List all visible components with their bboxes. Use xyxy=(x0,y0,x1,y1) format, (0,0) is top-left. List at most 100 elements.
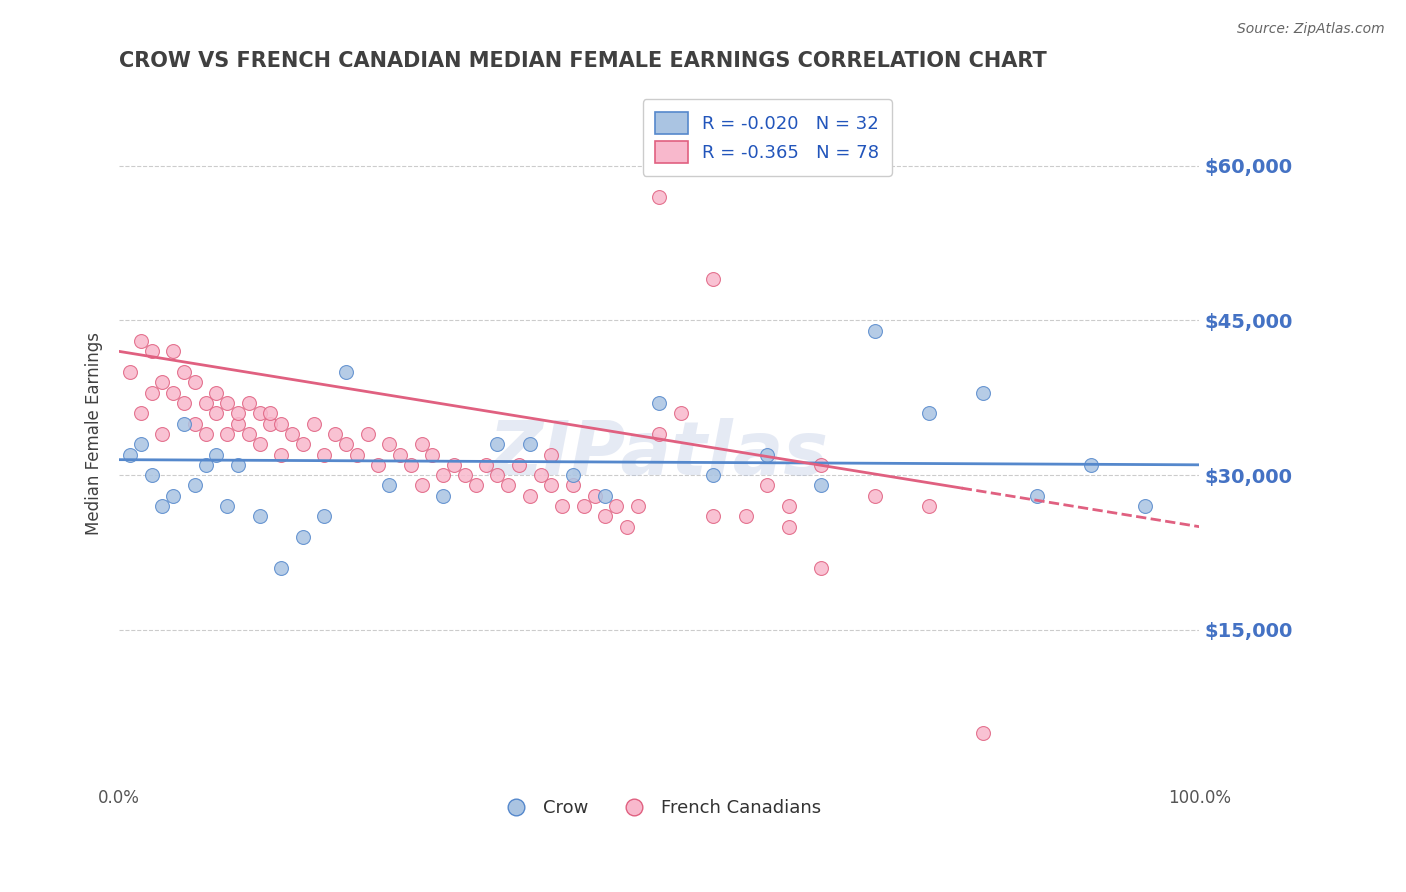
Point xyxy=(291,530,314,544)
Point xyxy=(226,406,249,420)
Point xyxy=(378,437,401,451)
Legend: Crow, French Canadians: Crow, French Canadians xyxy=(491,792,828,824)
Text: CROW VS FRENCH CANADIAN MEDIAN FEMALE EARNINGS CORRELATION CHART: CROW VS FRENCH CANADIAN MEDIAN FEMALE EA… xyxy=(120,51,1047,70)
Point xyxy=(411,478,433,492)
Point xyxy=(464,478,486,492)
Point xyxy=(486,468,509,483)
Point xyxy=(173,365,195,379)
Point xyxy=(519,489,541,503)
Point xyxy=(226,458,249,472)
Point xyxy=(335,437,357,451)
Point xyxy=(173,417,195,431)
Point xyxy=(648,190,671,204)
Point xyxy=(583,489,606,503)
Point xyxy=(184,417,207,431)
Point xyxy=(335,365,357,379)
Point xyxy=(129,334,152,348)
Point xyxy=(540,448,562,462)
Point xyxy=(291,437,314,451)
Point xyxy=(217,396,239,410)
Point xyxy=(270,417,292,431)
Point xyxy=(399,458,422,472)
Point xyxy=(238,396,260,410)
Point xyxy=(129,406,152,420)
Text: Source: ZipAtlas.com: Source: ZipAtlas.com xyxy=(1237,22,1385,37)
Point xyxy=(422,448,444,462)
Point xyxy=(616,519,638,533)
Point xyxy=(411,437,433,451)
Point xyxy=(1135,499,1157,513)
Point xyxy=(152,499,174,513)
Point xyxy=(627,499,650,513)
Point xyxy=(205,385,228,400)
Point xyxy=(595,489,617,503)
Point xyxy=(194,458,217,472)
Point xyxy=(184,376,207,390)
Point xyxy=(378,478,401,492)
Point xyxy=(162,344,184,359)
Point xyxy=(141,344,163,359)
Point xyxy=(129,437,152,451)
Point xyxy=(648,426,671,441)
Point xyxy=(1080,458,1102,472)
Point xyxy=(572,499,595,513)
Text: ZIPatlas: ZIPatlas xyxy=(489,418,830,491)
Point xyxy=(249,437,271,451)
Point xyxy=(281,426,304,441)
Point xyxy=(486,437,509,451)
Point xyxy=(141,385,163,400)
Point xyxy=(519,437,541,451)
Point xyxy=(238,426,260,441)
Point xyxy=(249,406,271,420)
Point xyxy=(173,396,195,410)
Point xyxy=(217,426,239,441)
Point xyxy=(702,468,724,483)
Point xyxy=(778,519,800,533)
Point xyxy=(270,561,292,575)
Point xyxy=(259,417,281,431)
Point xyxy=(217,499,239,513)
Point xyxy=(561,478,583,492)
Y-axis label: Median Female Earnings: Median Female Earnings xyxy=(86,333,103,535)
Point xyxy=(475,458,498,472)
Point xyxy=(141,468,163,483)
Point xyxy=(302,417,325,431)
Point xyxy=(226,417,249,431)
Point xyxy=(367,458,389,472)
Point xyxy=(865,324,887,338)
Point xyxy=(529,468,551,483)
Point xyxy=(184,478,207,492)
Point xyxy=(194,396,217,410)
Point xyxy=(972,385,994,400)
Point xyxy=(432,468,454,483)
Point xyxy=(1026,489,1049,503)
Point xyxy=(323,426,346,441)
Point xyxy=(648,396,671,410)
Point xyxy=(443,458,465,472)
Point xyxy=(162,385,184,400)
Point xyxy=(152,426,174,441)
Point xyxy=(120,365,142,379)
Point xyxy=(508,458,530,472)
Point xyxy=(389,448,412,462)
Point xyxy=(205,406,228,420)
Point xyxy=(432,489,454,503)
Point xyxy=(205,448,228,462)
Point xyxy=(810,458,832,472)
Point xyxy=(669,406,692,420)
Point xyxy=(454,468,477,483)
Point xyxy=(540,478,562,492)
Point xyxy=(270,448,292,462)
Point xyxy=(595,509,617,524)
Point xyxy=(551,499,574,513)
Point xyxy=(496,478,519,492)
Point xyxy=(357,426,380,441)
Point xyxy=(810,478,832,492)
Point xyxy=(152,376,174,390)
Point xyxy=(756,448,779,462)
Point xyxy=(346,448,368,462)
Point xyxy=(972,726,994,740)
Point xyxy=(314,509,336,524)
Point xyxy=(918,499,941,513)
Point xyxy=(702,509,724,524)
